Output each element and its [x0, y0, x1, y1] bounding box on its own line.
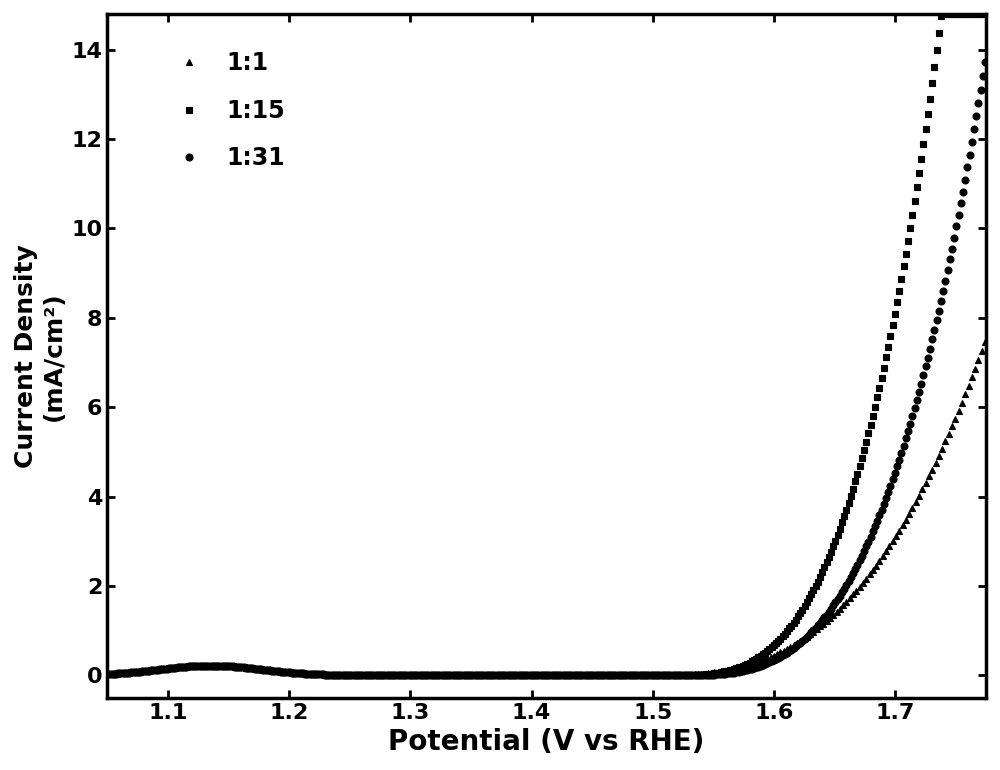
1:1 — [141, 666, 153, 675]
1:15 — [449, 671, 461, 680]
Line: 1:15: 1:15 — [104, 11, 988, 679]
1:15 — [664, 671, 676, 680]
Legend: 1:1, 1:15, 1:31: 1:1, 1:15, 1:31 — [163, 39, 297, 182]
X-axis label: Potential (V vs RHE): Potential (V vs RHE) — [388, 728, 705, 756]
1:1 — [276, 667, 288, 676]
1:15 — [653, 671, 665, 680]
1:15 — [387, 671, 399, 680]
1:1 — [857, 578, 869, 588]
1:1 — [685, 670, 697, 679]
1:1 — [121, 668, 133, 678]
1:1 — [979, 337, 991, 346]
1:15 — [207, 661, 219, 670]
1:15 — [737, 661, 749, 671]
Line: 1:1: 1:1 — [104, 338, 988, 679]
1:15 — [101, 669, 113, 678]
1:31 — [101, 669, 113, 678]
Y-axis label: Current Density
(mA/cm²): Current Density (mA/cm²) — [14, 244, 66, 467]
1:31 — [653, 671, 665, 680]
1:1 — [438, 671, 450, 680]
1:31 — [741, 665, 753, 675]
1:1 — [101, 669, 113, 678]
1:31 — [737, 666, 749, 675]
1:15 — [979, 9, 991, 18]
1:31 — [387, 671, 399, 680]
1:1 — [646, 671, 658, 680]
Line: 1:31: 1:31 — [104, 59, 988, 679]
1:31 — [669, 671, 681, 680]
1:15 — [937, 9, 949, 18]
1:15 — [741, 659, 753, 668]
1:31 — [449, 671, 461, 680]
1:31 — [979, 58, 991, 67]
1:31 — [207, 661, 219, 670]
